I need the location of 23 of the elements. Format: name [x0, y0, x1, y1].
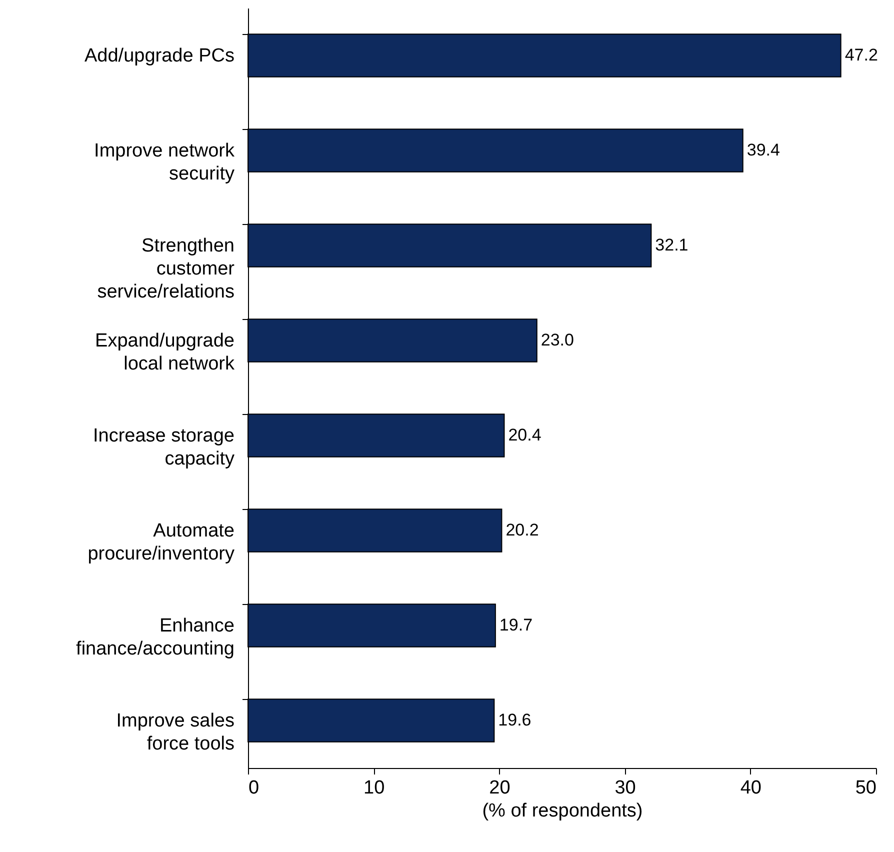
y-tick-label: Strengthen customer service/relations — [97, 236, 236, 302]
x-tick-label: 0 — [248, 778, 260, 798]
x-tick-label: 20 — [489, 778, 510, 798]
data-label: 47.2 — [844, 46, 878, 64]
data-label: 19.6 — [498, 710, 532, 730]
data-label: 20.4 — [508, 426, 542, 444]
data-label: 32.1 — [655, 236, 688, 254]
y-tick-label: Enhance finance/accounting — [76, 616, 234, 660]
y-tick-label: Increase storage capacity — [92, 426, 235, 470]
x-tick-label: 50 — [855, 778, 876, 798]
y-tick-label: Improve sales force tools — [116, 710, 234, 754]
data-label: 20.2 — [506, 520, 539, 540]
x-tick-label: 40 — [740, 778, 762, 798]
y-tick-label: Add/upgrade PCs — [84, 46, 234, 66]
y-tick-label: Improve network security — [94, 140, 235, 184]
data-label: 23.0 — [540, 330, 574, 350]
x-tick-label: 10 — [364, 778, 385, 798]
x-tick-label: 30 — [614, 778, 636, 798]
data-label: 19.7 — [499, 616, 533, 634]
y-tick-label: Expand/upgrade local network — [95, 330, 235, 374]
x-axis-title: (% of respondents) — [482, 800, 643, 822]
data-label: 39.4 — [746, 140, 780, 160]
y-tick-label: Automate procure/inventory — [88, 520, 235, 564]
